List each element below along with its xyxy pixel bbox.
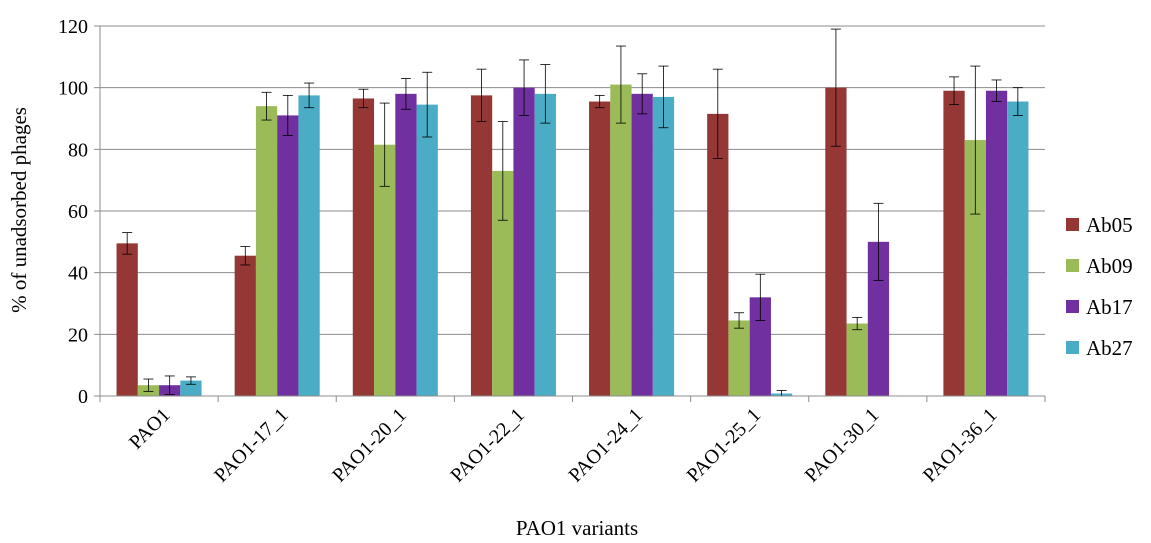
bar-ab05 xyxy=(352,98,375,396)
bar-ab17 xyxy=(867,241,890,396)
legend-swatch-ab05 xyxy=(1066,218,1079,231)
y-tick-label: 40 xyxy=(68,263,88,285)
bar-ab05 xyxy=(234,255,256,396)
x-tick-label: PAO1-36_1 xyxy=(919,404,1002,487)
y-axis-title: % of unadsorbed phages xyxy=(7,107,31,313)
bar-ab05 xyxy=(470,95,493,396)
x-tick-label: PAO1-24_1 xyxy=(564,404,647,487)
bar-ab17 xyxy=(395,93,417,396)
bar-ab17 xyxy=(277,115,299,397)
bar-ab27 xyxy=(1007,101,1029,397)
bar-ab05 xyxy=(589,101,611,397)
x-tick-label: PAO1-22_1 xyxy=(446,404,529,487)
bar-ab17 xyxy=(513,87,535,397)
legend-swatch-ab09 xyxy=(1066,259,1079,272)
bar-ab09 xyxy=(374,144,396,396)
y-tick-label: 120 xyxy=(58,16,88,38)
bar-ab09 xyxy=(728,320,750,396)
x-tick-label: PAO1-30_1 xyxy=(801,404,884,487)
bar-ab09 xyxy=(492,170,514,396)
legend-label-ab09: Ab09 xyxy=(1086,254,1133,278)
x-tick-label: PAO1-17_1 xyxy=(210,404,293,487)
bar-ab27 xyxy=(652,96,675,397)
bar-ab17 xyxy=(985,90,1008,396)
bar-ab17 xyxy=(749,297,771,396)
y-tick-label: 20 xyxy=(68,324,88,346)
legend-label-ab27: Ab27 xyxy=(1086,336,1133,360)
bar-ab09 xyxy=(255,106,278,397)
bar-ab09 xyxy=(964,140,986,396)
bar-ab27 xyxy=(180,380,202,396)
legend-label-ab17: Ab17 xyxy=(1086,295,1133,319)
bar-ab17 xyxy=(631,93,653,396)
bar-ab05 xyxy=(825,87,847,397)
x-tick-label: PAO1-20_1 xyxy=(328,404,411,487)
bar-ab09 xyxy=(846,323,868,396)
y-tick-label: 60 xyxy=(68,201,88,223)
legend-swatch-ab27 xyxy=(1066,341,1079,354)
bar-ab05 xyxy=(707,113,729,396)
bars xyxy=(116,28,1029,397)
legend-label-ab05: Ab05 xyxy=(1086,213,1133,237)
bar-ab27 xyxy=(416,104,438,396)
x-tick-label: PAO1-25_1 xyxy=(683,404,766,487)
bar-ab05 xyxy=(943,90,965,396)
y-tick-label: 80 xyxy=(68,139,88,161)
bar-ab27 xyxy=(534,93,556,396)
y-tick-label: 0 xyxy=(78,386,88,408)
x-tick-label: PAO1 xyxy=(125,404,175,454)
legend: Ab05 Ab09 Ab17 Ab27 xyxy=(1066,213,1133,360)
bar-ab27 xyxy=(298,95,320,396)
bar-ab05 xyxy=(116,243,138,396)
legend-swatch-ab17 xyxy=(1066,300,1079,313)
y-tick-label: 100 xyxy=(58,78,88,100)
x-axis-title: PAO1 variants xyxy=(516,516,638,540)
bar-ab09 xyxy=(610,84,632,396)
